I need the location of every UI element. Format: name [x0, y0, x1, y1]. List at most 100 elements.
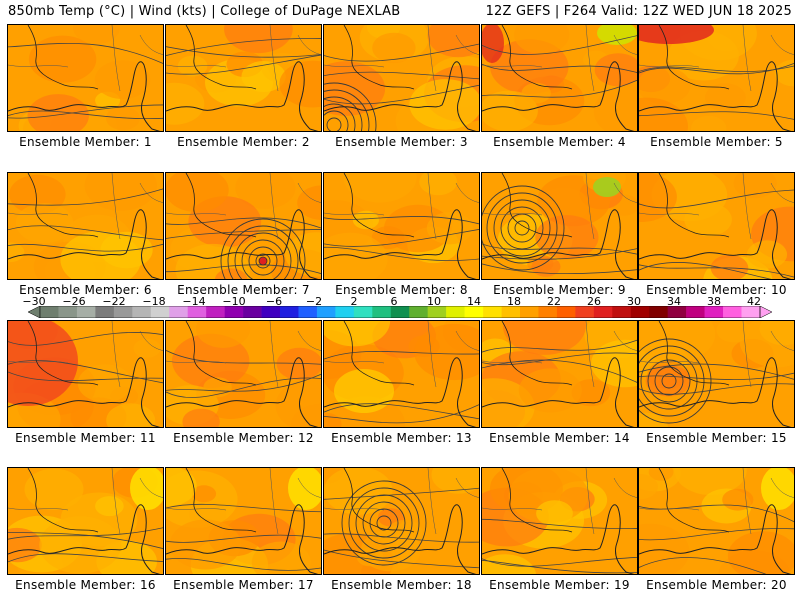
map-panel [165, 172, 322, 280]
colorbar-tick: 2 [350, 295, 358, 308]
panel-label: Ensemble Member: 4 [493, 135, 626, 149]
colorbar-tick: 6 [390, 295, 398, 308]
colorbar-tick: −6 [265, 295, 283, 308]
map-panel [165, 24, 322, 132]
colorbar-swatch [483, 306, 502, 318]
colorbar-tick: −10 [222, 295, 246, 308]
header-run-info: 12Z GEFS | F264 Valid: 12Z WED JUN 18 20… [485, 4, 792, 19]
map-panel [165, 467, 322, 575]
colorbar-tick: −22 [102, 295, 126, 308]
panel-label: Ensemble Member: 20 [646, 578, 787, 592]
colorbar-swatch [520, 306, 539, 318]
map-panel [7, 467, 164, 575]
map-panel [7, 24, 164, 132]
colorbar-swatch [132, 306, 152, 318]
colorbar-swatch [390, 306, 410, 318]
panel-label: Ensemble Member: 18 [331, 578, 472, 592]
colorbar-swatch [538, 306, 558, 318]
map-panel [638, 467, 795, 575]
temperature-colorbar [28, 306, 772, 318]
colorbar-swatch [741, 306, 761, 318]
map-panel [7, 320, 164, 428]
colorbar-tick: −2 [305, 295, 323, 308]
panel-label: Ensemble Member: 3 [335, 135, 468, 149]
map-panel [323, 320, 480, 428]
colorbar-swatch [58, 306, 78, 318]
colorbar-swatch [501, 306, 521, 318]
colorbar-tick: −14 [182, 295, 206, 308]
colorbar-swatch [187, 306, 207, 318]
panel-label: Ensemble Member: 13 [331, 431, 472, 445]
colorbar-swatch [409, 306, 428, 318]
colorbar-swatch [667, 306, 687, 318]
colorbar-tick: −18 [142, 295, 166, 308]
colorbar-swatch [298, 306, 318, 318]
panel-label: Ensemble Member: 11 [15, 431, 156, 445]
colorbar-swatch [686, 306, 705, 318]
map-panel [165, 320, 322, 428]
colorbar-swatch [556, 306, 576, 318]
colorbar-tick: 42 [747, 295, 761, 308]
colorbar-swatch [169, 306, 188, 318]
panel-label: Ensemble Member: 19 [489, 578, 630, 592]
panel-label: Ensemble Member: 6 [19, 283, 152, 297]
colorbar-tick: 18 [507, 295, 521, 308]
colorbar-tick: 38 [707, 295, 721, 308]
colorbar-swatch [316, 306, 336, 318]
colorbar-swatch [150, 306, 170, 318]
colorbar-tick: 26 [587, 295, 601, 308]
colorbar-arrow-right [759, 306, 772, 318]
panel-label: Ensemble Member: 14 [489, 431, 630, 445]
header-title: 850mb Temp (°C) | Wind (kts) | College o… [8, 4, 401, 19]
map-panel [481, 172, 638, 280]
panel-label: Ensemble Member: 15 [646, 431, 787, 445]
colorbar-swatch [243, 306, 262, 318]
panel-label: Ensemble Member: 8 [335, 283, 468, 297]
colorbar-swatch [612, 306, 632, 318]
panel-label: Ensemble Member: 17 [173, 578, 314, 592]
panel-label: Ensemble Member: 12 [173, 431, 314, 445]
map-panel [481, 24, 638, 132]
colorbar-tick: 22 [547, 295, 561, 308]
map-panel [638, 172, 795, 280]
colorbar-swatch [40, 306, 59, 318]
map-panel [638, 24, 795, 132]
colorbar-swatch [464, 306, 484, 318]
colorbar-swatch [280, 306, 299, 318]
map-panel [638, 320, 795, 428]
panel-label: Ensemble Member: 9 [493, 283, 626, 297]
map-panel [323, 172, 480, 280]
map-panel [323, 467, 480, 575]
colorbar-swatch [261, 306, 281, 318]
colorbar-swatch [575, 306, 595, 318]
colorbar-swatch [76, 306, 96, 318]
colorbar-swatch [113, 306, 133, 318]
map-panel [481, 467, 638, 575]
colorbar-swatch [353, 306, 373, 318]
panel-label: Ensemble Member: 2 [177, 135, 310, 149]
colorbar-tick: 30 [627, 295, 641, 308]
colorbar-swatch [593, 306, 613, 318]
colorbar-swatch [224, 306, 244, 318]
panel-label: Ensemble Member: 10 [646, 283, 787, 297]
map-panel [323, 24, 480, 132]
colorbar-swatch [446, 306, 465, 318]
colorbar-swatch [630, 306, 650, 318]
colorbar-swatch [95, 306, 115, 318]
colorbar-swatch [723, 306, 742, 318]
map-panel [481, 320, 638, 428]
colorbar-swatch [704, 306, 724, 318]
colorbar-tick: 34 [667, 295, 681, 308]
colorbar-swatch [372, 306, 392, 318]
map-panel [7, 172, 164, 280]
colorbar-swatch [427, 306, 447, 318]
colorbar-swatch [649, 306, 668, 318]
panel-label: Ensemble Member: 16 [15, 578, 156, 592]
panel-label: Ensemble Member: 1 [19, 135, 152, 149]
panel-label: Ensemble Member: 5 [650, 135, 783, 149]
colorbar-tick: −30 [22, 295, 46, 308]
colorbar-swatch [335, 306, 355, 318]
colorbar-tick: 14 [467, 295, 481, 308]
colorbar-tick: 10 [427, 295, 441, 308]
panel-label: Ensemble Member: 7 [177, 283, 310, 297]
